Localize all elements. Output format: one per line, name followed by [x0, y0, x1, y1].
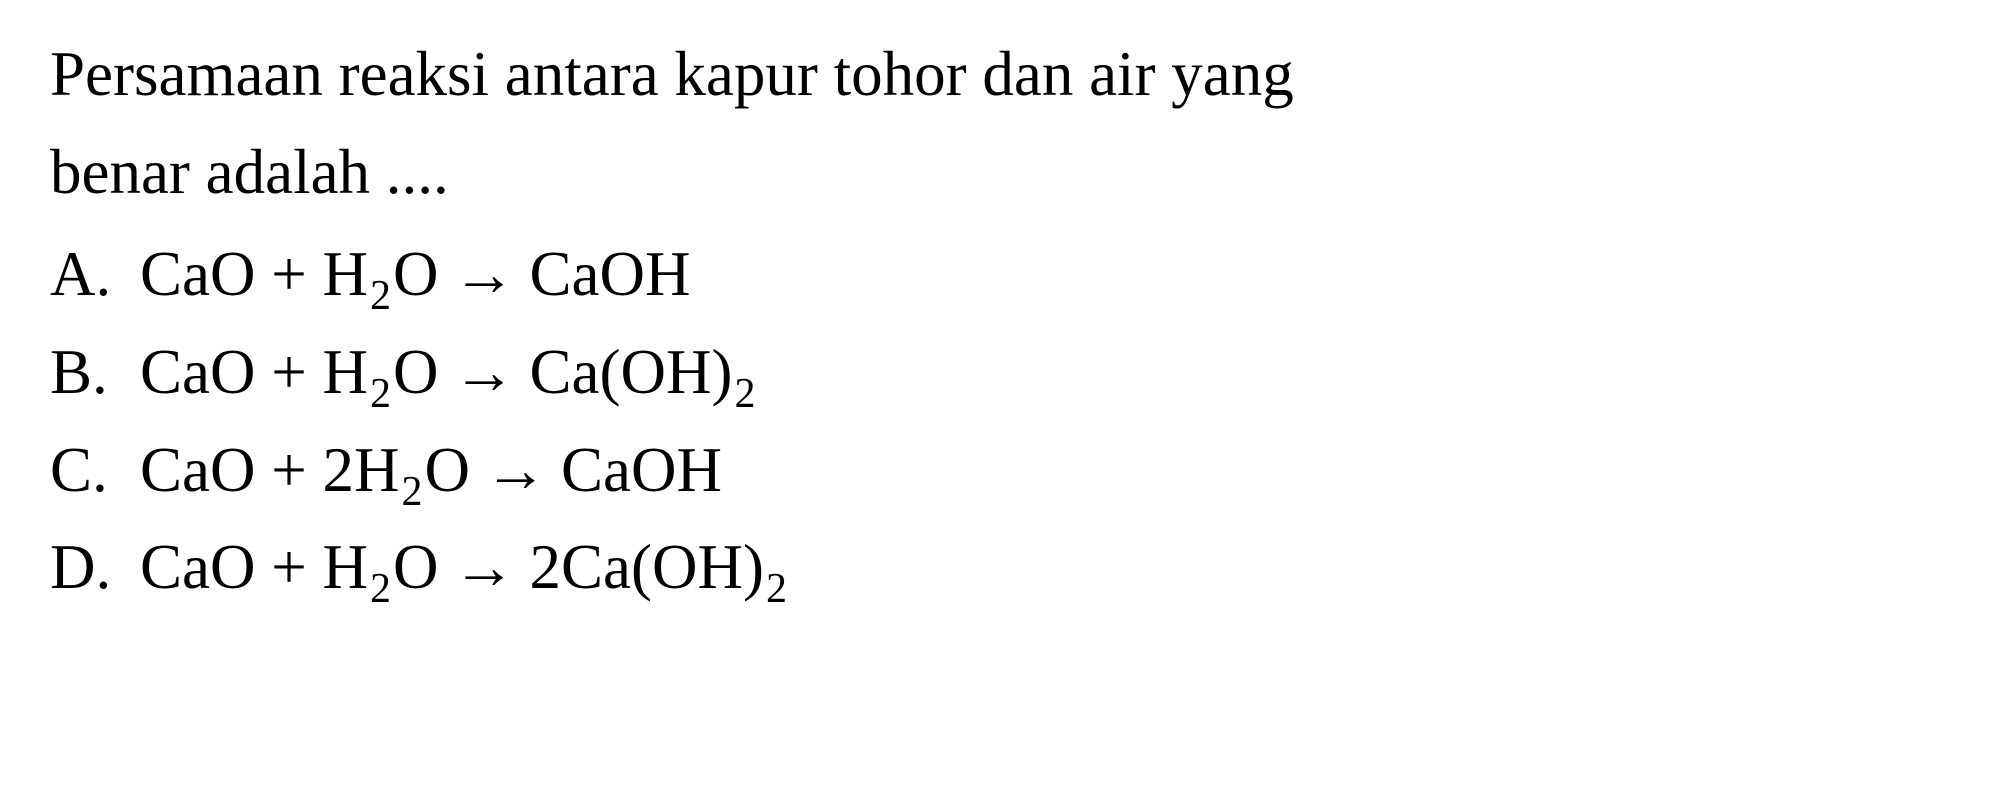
option-a: A. CaO + H 2 O → CaOH [50, 226, 1950, 324]
formula-text: O [425, 422, 471, 520]
option-d-label: D. [50, 519, 140, 617]
option-b-formula: CaO + H 2 O → Ca(OH) 2 [140, 324, 757, 422]
formula-text: O [393, 226, 439, 324]
formula-text: O [393, 324, 439, 422]
formula-text: O [393, 519, 439, 617]
option-d: D. CaO + H 2 O → 2Ca(OH) 2 [50, 519, 1950, 617]
option-b-label: B. [50, 324, 140, 422]
formula-text: CaO + H [140, 226, 368, 324]
options-list: A. CaO + H 2 O → CaOH B. CaO + H 2 O → C… [50, 226, 1950, 617]
option-c-formula: CaO + 2H 2 O → CaOH [140, 422, 722, 520]
question-line-1: Persamaan reaksi antara kapur tohor dan … [50, 30, 1950, 118]
option-a-formula: CaO + H 2 O → CaOH [140, 226, 691, 324]
formula-text: CaO + H [140, 519, 368, 617]
option-c: C. CaO + 2H 2 O → CaOH [50, 422, 1950, 520]
formula-text: CaO + 2H [140, 422, 400, 520]
arrow-icon: → [453, 519, 516, 617]
formula-text: CaO + H [140, 324, 368, 422]
formula-subscript: 2 [370, 264, 391, 329]
formula-subscript: 2 [734, 362, 755, 427]
option-b: B. CaO + H 2 O → Ca(OH) 2 [50, 324, 1950, 422]
question-line-2: benar adalah .... [50, 128, 1950, 216]
option-c-label: C. [50, 422, 140, 520]
formula-subscript: 2 [370, 557, 391, 622]
formula-subscript: 2 [402, 460, 423, 525]
arrow-icon: → [484, 422, 547, 520]
option-d-formula: CaO + H 2 O → 2Ca(OH) 2 [140, 519, 789, 617]
formula-subscript: 2 [766, 557, 787, 622]
formula-text: 2Ca(OH) [530, 519, 764, 617]
formula-text: Ca(OH) [530, 324, 733, 422]
arrow-icon: → [453, 324, 516, 422]
formula-text: CaOH [530, 226, 691, 324]
formula-text: CaOH [561, 422, 722, 520]
arrow-icon: → [453, 226, 516, 324]
option-a-label: A. [50, 226, 140, 324]
formula-subscript: 2 [370, 362, 391, 427]
